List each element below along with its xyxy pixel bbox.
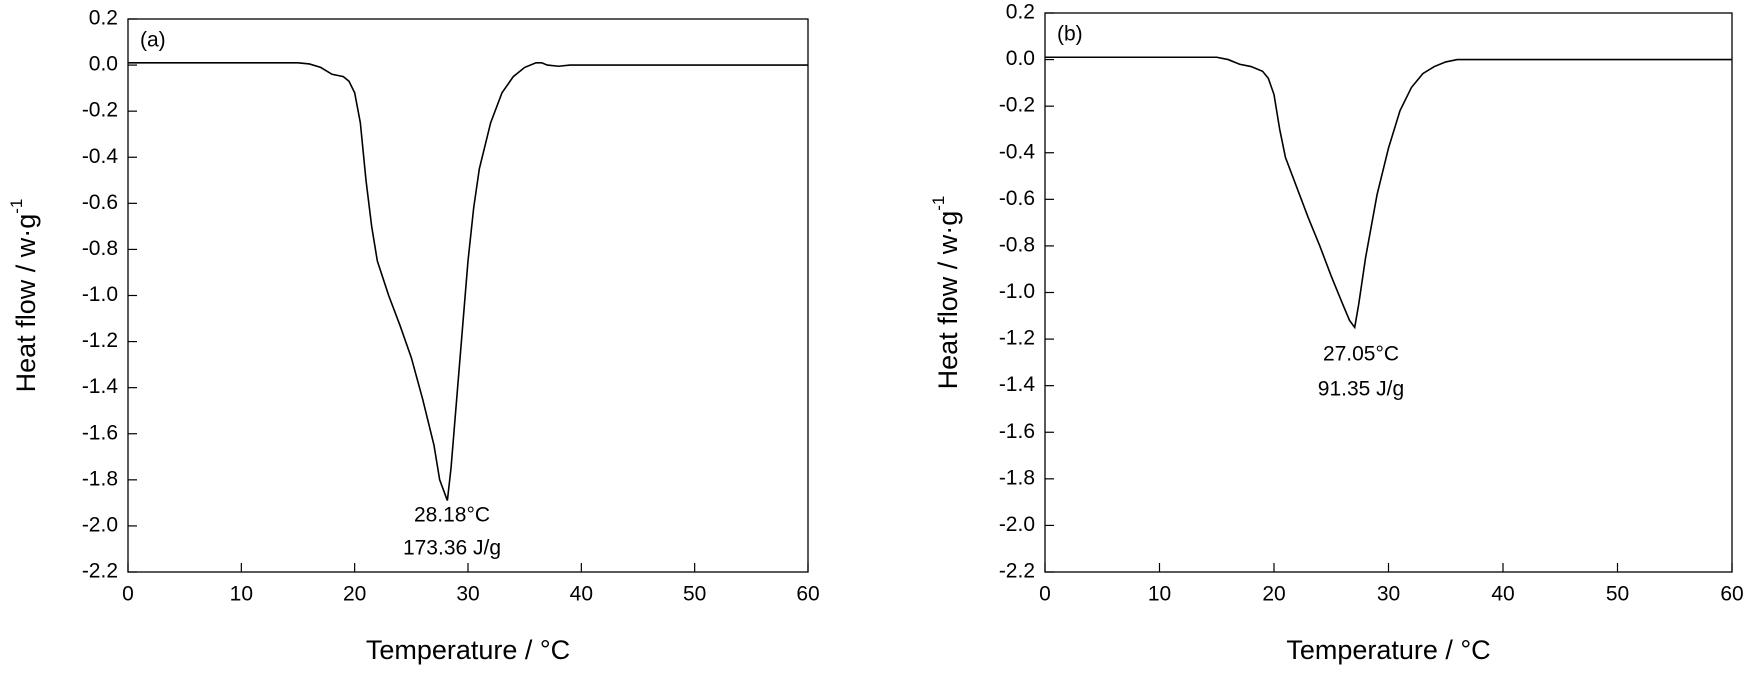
- y-tick-label: -1.6: [82, 421, 118, 444]
- x-tick-label: 20: [343, 583, 366, 606]
- y-axis-label-main: Heat flow / w·g: [933, 211, 963, 390]
- y-tick-label: -0.6: [82, 191, 118, 214]
- y-tick-label: 0.0: [89, 53, 118, 76]
- y-tick-label: -0.8: [999, 233, 1035, 256]
- y-tick-label: 0.0: [1006, 47, 1035, 70]
- y-tick-label: -2.2: [999, 560, 1035, 583]
- panel-label: (b): [1057, 23, 1083, 46]
- x-tick-label: 20: [1262, 583, 1285, 606]
- y-axis-label-superscript: -1: [929, 196, 948, 211]
- y-tick-label: -1.2: [82, 329, 118, 352]
- y-axis-label: Heat flow / w·g-1: [7, 199, 41, 393]
- data-line: [1045, 56, 1732, 330]
- y-tick-label: -1.0: [999, 280, 1035, 303]
- x-axis-label: Temperature / °C: [1286, 635, 1490, 665]
- panel-label: (a): [140, 29, 166, 52]
- y-tick-label: -0.8: [82, 237, 118, 260]
- y-tick-label: 0.2: [89, 7, 118, 30]
- annotation: 27.05°C: [1323, 343, 1399, 366]
- y-tick-label: -1.4: [82, 375, 119, 398]
- y-tick-label: -0.6: [999, 187, 1035, 210]
- y-tick-label: -1.8: [999, 466, 1035, 489]
- y-tick-label: -0.2: [999, 94, 1035, 117]
- y-tick-label: -1.4: [999, 373, 1036, 396]
- panel: 0 10 20 30 40 50 60 0.2 0.0 -0.2 -0.4 -0.6 -0.8 -1.0 -…: [7, 7, 819, 666]
- y-tick-label: -1.0: [82, 283, 118, 306]
- annotation: 173.36 J/g: [403, 537, 501, 560]
- x-tick-label: 40: [1491, 583, 1514, 606]
- y-axis-label: Heat flow / w·g-1: [929, 196, 963, 390]
- x-tick-label: 30: [456, 583, 479, 606]
- y-tick-label: -2.0: [82, 513, 118, 536]
- plot-frame: [127, 18, 809, 573]
- plot-frame: [1044, 12, 1733, 573]
- y-tick-label: -0.2: [82, 99, 118, 122]
- data-line: [128, 61, 808, 501]
- panel: 0 10 20 30 40 50 60 0.2 0.0 -0.2 -0.4 -0.6 -0.8 -1.0 -…: [929, 1, 1743, 666]
- x-tick-label: 0: [122, 583, 134, 606]
- annotation: 28.18°C: [414, 504, 490, 527]
- x-tick-label: 10: [1148, 583, 1171, 606]
- x-tick-label: 50: [1606, 583, 1629, 606]
- x-tick-label: 40: [570, 583, 593, 606]
- y-tick-label: -2.2: [82, 560, 118, 583]
- y-axis-label-superscript: -1: [7, 199, 26, 214]
- y-tick-label: 0.2: [1006, 1, 1035, 24]
- y-tick-label: -1.8: [82, 467, 118, 490]
- x-tick-label: 30: [1377, 583, 1400, 606]
- x-axis-label: Temperature / °C: [366, 635, 570, 665]
- annotation: 91.35 J/g: [1318, 378, 1404, 401]
- y-axis-label-main: Heat flow / w·g: [11, 214, 41, 393]
- x-tick-label: 60: [1720, 583, 1743, 606]
- y-tick-label: -0.4: [82, 145, 119, 168]
- y-tick-label: -0.4: [999, 140, 1036, 163]
- x-tick-label: 50: [683, 583, 706, 606]
- x-tick-label: 10: [230, 583, 253, 606]
- x-tick-label: 60: [796, 583, 819, 606]
- y-tick-label: -1.6: [999, 420, 1035, 443]
- y-tick-label: -1.2: [999, 327, 1035, 350]
- y-tick-label: -2.0: [999, 513, 1035, 536]
- x-tick-label: 0: [1039, 583, 1051, 606]
